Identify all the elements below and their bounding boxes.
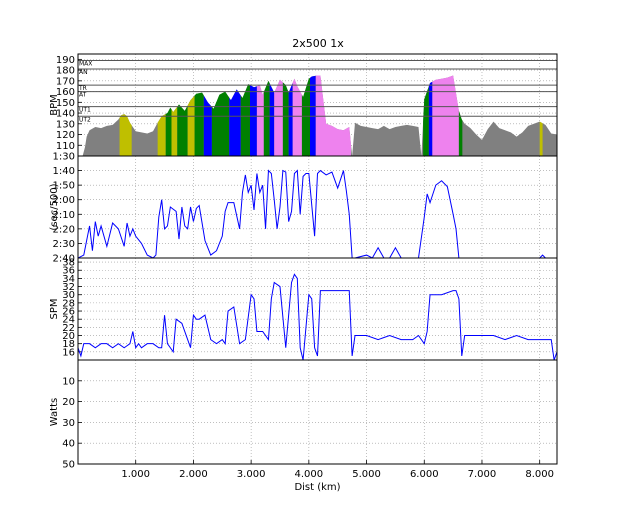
zone-ut1-area xyxy=(194,92,204,156)
y-tick-label: 26 xyxy=(62,307,75,318)
panel-1: 1:30 1:40 1:50 2:00 2:10 2:20 2:30 2:40 (sec/500… xyxy=(49,152,558,265)
y-tick-label: 40 xyxy=(62,439,75,450)
zone-at-area xyxy=(249,85,257,156)
y-tick-label: 18 xyxy=(62,339,75,350)
zone-tr-area xyxy=(315,75,351,156)
zone-label: UT2 xyxy=(79,116,91,123)
y-tick-label: 30 xyxy=(62,418,75,429)
y-tick-label: 28 xyxy=(62,298,75,309)
y-tick-label: 140 xyxy=(56,109,75,120)
x-tick-label: 6.000 xyxy=(410,469,439,480)
y-tick-label: 30 xyxy=(62,290,75,301)
y-axis-label: Watts xyxy=(49,398,60,426)
y-tick-label: 36 xyxy=(62,266,75,277)
x-tick-label: 5.000 xyxy=(352,469,381,480)
y-axis-label: (sec/500) xyxy=(49,183,60,230)
zone-ut2-area xyxy=(119,114,132,156)
y-tick-label: 2:10 xyxy=(53,210,75,221)
y-tick-label: 10 xyxy=(62,376,75,387)
y-tick-label: 32 xyxy=(62,282,75,293)
zone-ut1-area xyxy=(177,104,188,156)
y-tick-label: 20 xyxy=(62,397,75,408)
x-tick-label: 2.000 xyxy=(179,469,208,480)
zone-ut1-area xyxy=(263,80,270,156)
y-tick-label: 110 xyxy=(56,141,75,152)
zone-label: AT xyxy=(79,92,87,99)
zone-tr-area xyxy=(256,85,264,156)
y-tick-label: 20 xyxy=(62,331,75,342)
zone-ut1-area xyxy=(211,91,230,156)
x-tick-label: 1.000 xyxy=(121,469,150,480)
y-tick-label: 22 xyxy=(62,323,75,334)
y-tick-label: 2:00 xyxy=(53,195,75,206)
y-axis-label: BPM xyxy=(49,94,60,116)
y-tick-label: 1:40 xyxy=(53,166,75,177)
zone-tr-area xyxy=(292,78,302,156)
y-axis-label: SPM xyxy=(49,298,60,319)
zone-ut1-area xyxy=(301,77,310,156)
zone-label: AN xyxy=(79,69,88,76)
zone-tr-area xyxy=(432,75,459,156)
zone-label: TR xyxy=(78,85,87,92)
zone-ut1-area xyxy=(165,107,172,156)
y-tick-label: 2:20 xyxy=(53,224,75,235)
zone-tr-area xyxy=(274,79,283,156)
x-tick-label: 8.000 xyxy=(525,469,554,480)
y-tick-label: 150 xyxy=(56,98,75,109)
zone-ut1-area xyxy=(282,82,289,156)
y-tick-label: 34 xyxy=(62,274,75,285)
y-tick-label: 50 xyxy=(62,460,75,471)
panel-frame xyxy=(77,155,558,259)
y-tick-label: 2:30 xyxy=(53,239,75,250)
y-tick-label: 180 xyxy=(56,66,75,77)
y-tick-label: 120 xyxy=(56,130,75,141)
y-tick-label: 38 xyxy=(62,258,75,269)
zone-at-area xyxy=(203,95,212,156)
x-axis-label: Dist (km) xyxy=(294,482,340,493)
y-tick-label: 160 xyxy=(56,87,75,98)
zone-ut1-area xyxy=(458,110,463,156)
series-line xyxy=(78,273,557,360)
zone-ut1-area xyxy=(423,86,429,156)
x-tick-label: 7.000 xyxy=(468,469,497,480)
panel-frame xyxy=(77,359,558,465)
x-tick-label: 4.000 xyxy=(295,469,324,480)
zone-ut2-area xyxy=(157,114,166,156)
y-tick-label: 2:40 xyxy=(53,254,75,265)
y-tick-label: 170 xyxy=(56,76,75,87)
zone-ut1-area xyxy=(240,84,250,156)
panel-3: 10 20 30 40 50 Watts 1.000 2.000 3.000 4.000 5.000… xyxy=(49,359,558,493)
y-tick-label: 130 xyxy=(56,119,75,130)
zone-at-area xyxy=(229,89,241,156)
zone-at-area xyxy=(269,83,275,156)
zone-at-area xyxy=(288,82,293,156)
chart-title: 2x500 1x xyxy=(292,37,344,50)
series-line xyxy=(78,169,557,258)
x-tick-label: 3.000 xyxy=(237,469,266,480)
y-tick-label: 190 xyxy=(56,55,75,66)
y-tick-label: 24 xyxy=(62,315,75,326)
zone-ut2-area xyxy=(187,95,195,156)
y-tick-label: 1:30 xyxy=(53,152,75,163)
zone-ut2-area xyxy=(539,121,543,156)
zone-at-area xyxy=(428,81,433,156)
zone-label: UT1 xyxy=(79,107,91,114)
y-tick-label: 16 xyxy=(62,347,75,358)
zone-label: MAX xyxy=(79,60,92,67)
zone-ut2-area xyxy=(171,106,178,156)
y-tick-label: 1:50 xyxy=(53,181,75,192)
